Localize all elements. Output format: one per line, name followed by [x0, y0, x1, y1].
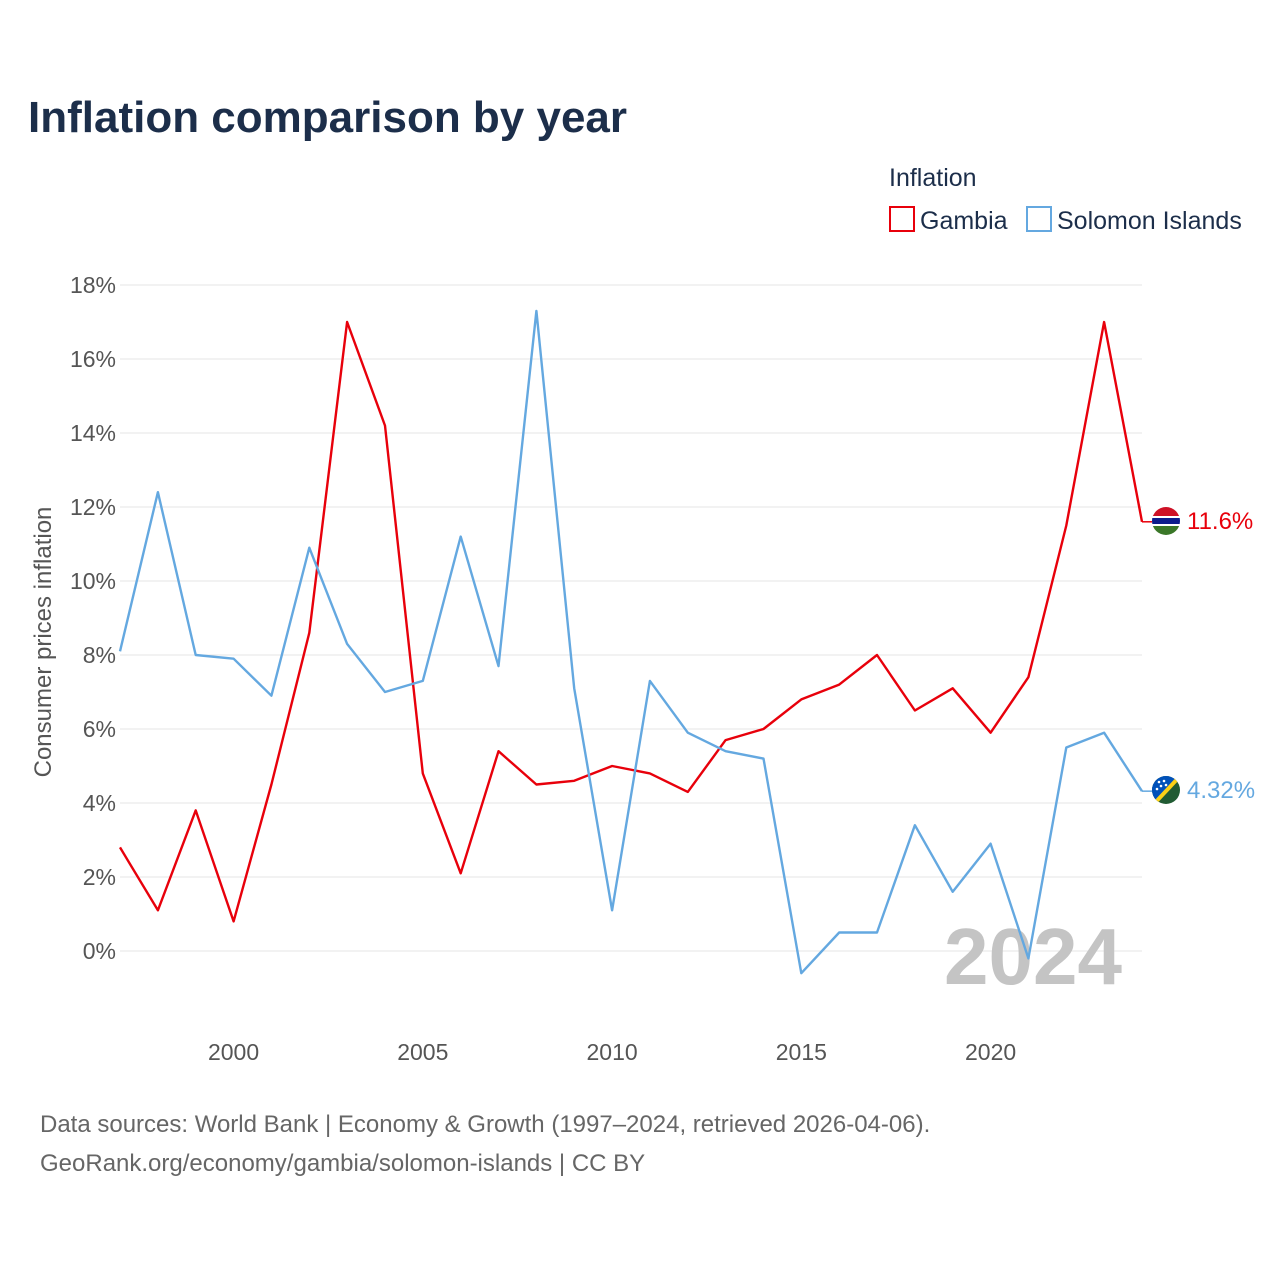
gambia-flag-icon — [1152, 507, 1180, 535]
y-tick-label: 18% — [70, 272, 116, 298]
source-url: GeoRank.org/economy/gambia/solomon-islan… — [40, 1150, 645, 1177]
solomon-islands-flag-icon — [1152, 776, 1180, 804]
y-tick-label: 14% — [70, 420, 116, 446]
x-tick-label: 2005 — [397, 1039, 448, 1065]
end-markers: 11.6% 4.32% — [1152, 507, 1255, 804]
gridlines — [120, 284, 1142, 952]
series-lines — [118, 309, 1152, 975]
series-line-solomon-islands[interactable] — [118, 309, 1144, 975]
y-tick-label: 6% — [83, 716, 116, 742]
x-tick-label: 2015 — [776, 1039, 827, 1065]
chart-title: Inflation comparison by year — [28, 93, 627, 142]
x-tick-label: 2000 — [208, 1039, 259, 1065]
legend-title: Inflation — [889, 164, 977, 192]
x-tick-label: 2020 — [965, 1039, 1016, 1065]
y-tick-label: 0% — [83, 938, 116, 964]
y-axis-label: Consumer prices inflation — [30, 507, 57, 778]
legend-label-gambia[interactable]: Gambia — [920, 207, 1008, 235]
y-tick-label: 8% — [83, 642, 116, 668]
end-value-gambia: 11.6% — [1187, 508, 1253, 535]
y-tick-label: 2% — [83, 864, 116, 890]
end-value-solomon-islands: 4.32% — [1187, 777, 1255, 804]
source-line: Data sources: World Bank | Economy & Gro… — [40, 1111, 930, 1138]
legend-swatch-solomon-islands[interactable] — [1026, 206, 1052, 232]
series-line-gambia[interactable] — [118, 320, 1144, 923]
legend-label-solomon-islands[interactable]: Solomon Islands — [1057, 207, 1242, 235]
y-tick-label: 4% — [83, 790, 116, 816]
legend-swatch-gambia[interactable] — [889, 206, 915, 232]
y-tick-label: 10% — [70, 568, 116, 594]
y-tick-label: 16% — [70, 346, 116, 372]
legend: Inflation Gambia Solomon Islands — [889, 164, 1242, 235]
x-tick-label: 2010 — [586, 1039, 637, 1065]
x-axis-ticks: 2000 2005 2010 2015 2020 — [208, 1039, 1016, 1065]
y-axis-ticks: 0% 2% 4% 6% 8% 10% 12% 14% 16% 18% — [70, 272, 116, 964]
y-tick-label: 12% — [70, 494, 116, 520]
